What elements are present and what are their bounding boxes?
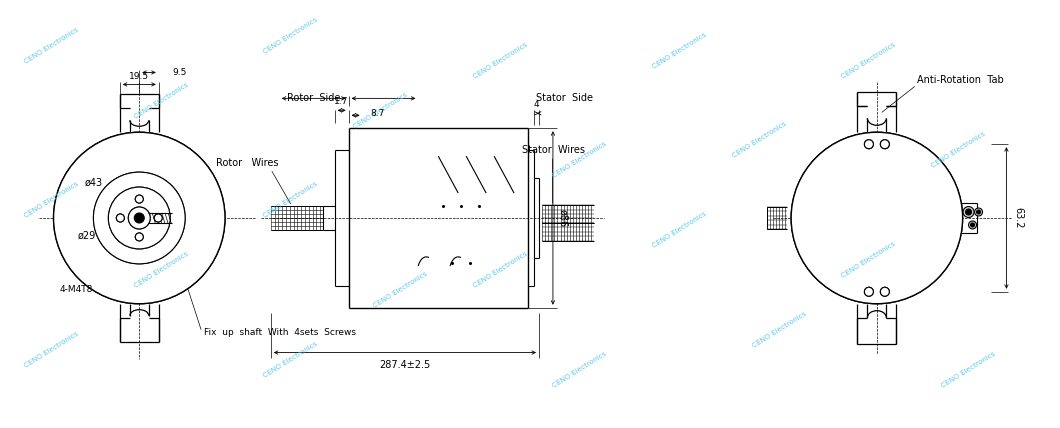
Circle shape xyxy=(881,140,889,149)
Text: CENO Electronics: CENO Electronics xyxy=(552,351,608,389)
Circle shape xyxy=(974,208,983,216)
Text: Stator  Side: Stator Side xyxy=(536,93,593,104)
Circle shape xyxy=(93,172,186,264)
Text: CENO Electronics: CENO Electronics xyxy=(134,81,190,119)
Circle shape xyxy=(864,287,873,296)
Text: 9.5: 9.5 xyxy=(173,68,187,77)
Text: CENO Electronics: CENO Electronics xyxy=(940,351,996,389)
Text: 4: 4 xyxy=(533,100,538,109)
Circle shape xyxy=(117,214,124,222)
Circle shape xyxy=(864,140,873,149)
Circle shape xyxy=(881,140,889,149)
Text: CENO Electronics: CENO Electronics xyxy=(841,241,897,279)
Circle shape xyxy=(136,233,143,241)
Text: ø43: ø43 xyxy=(85,178,103,188)
Text: 1.7: 1.7 xyxy=(334,97,349,106)
Text: CENO Electronics: CENO Electronics xyxy=(841,42,897,80)
Circle shape xyxy=(108,187,171,249)
Text: CENO Electronics: CENO Electronics xyxy=(752,311,808,349)
Circle shape xyxy=(135,213,144,223)
Text: ø86: ø86 xyxy=(558,209,568,227)
Text: Rotor   Wires: Rotor Wires xyxy=(215,158,278,168)
Text: CENO Electronics: CENO Electronics xyxy=(472,251,528,289)
Text: 19.5: 19.5 xyxy=(129,72,149,81)
Circle shape xyxy=(54,132,225,304)
Circle shape xyxy=(881,287,889,296)
Circle shape xyxy=(54,132,225,304)
Text: Fix  up  shaft  With  4sets  Screws: Fix up shaft With 4sets Screws xyxy=(205,328,356,337)
Text: CENO Electronics: CENO Electronics xyxy=(23,181,80,219)
Text: 4-M4T8: 4-M4T8 xyxy=(59,285,93,294)
Text: CENO Electronics: CENO Electronics xyxy=(263,16,319,55)
Circle shape xyxy=(881,287,889,296)
Text: CENO Electronics: CENO Electronics xyxy=(134,251,190,289)
Text: CENO Electronics: CENO Electronics xyxy=(352,91,408,129)
Text: CENO Electronics: CENO Electronics xyxy=(472,42,528,80)
Circle shape xyxy=(791,132,962,304)
Text: Anti-Rotation  Tab: Anti-Rotation Tab xyxy=(917,75,1004,86)
Text: CENO Electronics: CENO Electronics xyxy=(731,121,788,159)
Text: Rotor  Side: Rotor Side xyxy=(287,93,340,104)
Circle shape xyxy=(964,207,974,217)
Text: CENO Electronics: CENO Electronics xyxy=(652,31,708,70)
Text: 287.4±2.5: 287.4±2.5 xyxy=(378,360,430,369)
Circle shape xyxy=(136,195,143,203)
Text: CENO Electronics: CENO Electronics xyxy=(23,330,80,369)
Circle shape xyxy=(108,187,171,249)
Text: CENO Electronics: CENO Electronics xyxy=(931,131,987,169)
Circle shape xyxy=(128,207,151,229)
Circle shape xyxy=(117,214,124,222)
Text: 8.7: 8.7 xyxy=(371,109,385,118)
Text: 63.2: 63.2 xyxy=(1013,207,1023,229)
Circle shape xyxy=(864,287,873,296)
Text: CENO Electronics: CENO Electronics xyxy=(23,27,80,65)
Text: CENO Electronics: CENO Electronics xyxy=(652,211,708,249)
Circle shape xyxy=(976,210,980,214)
Circle shape xyxy=(154,214,162,222)
Circle shape xyxy=(154,214,162,222)
Text: CENO Electronics: CENO Electronics xyxy=(552,141,608,179)
Text: CENO Electronics: CENO Electronics xyxy=(263,181,319,219)
Circle shape xyxy=(966,209,972,215)
Circle shape xyxy=(864,140,873,149)
Circle shape xyxy=(93,172,186,264)
Circle shape xyxy=(791,132,962,304)
Text: Stator  Wires: Stator Wires xyxy=(522,145,585,155)
Circle shape xyxy=(971,223,974,227)
Text: ø29: ø29 xyxy=(77,231,95,241)
Text: CENO Electronics: CENO Electronics xyxy=(372,270,428,309)
Circle shape xyxy=(969,221,976,229)
Text: CENO Electronics: CENO Electronics xyxy=(263,340,319,379)
Circle shape xyxy=(136,233,143,241)
Circle shape xyxy=(128,207,151,229)
Circle shape xyxy=(136,195,143,203)
